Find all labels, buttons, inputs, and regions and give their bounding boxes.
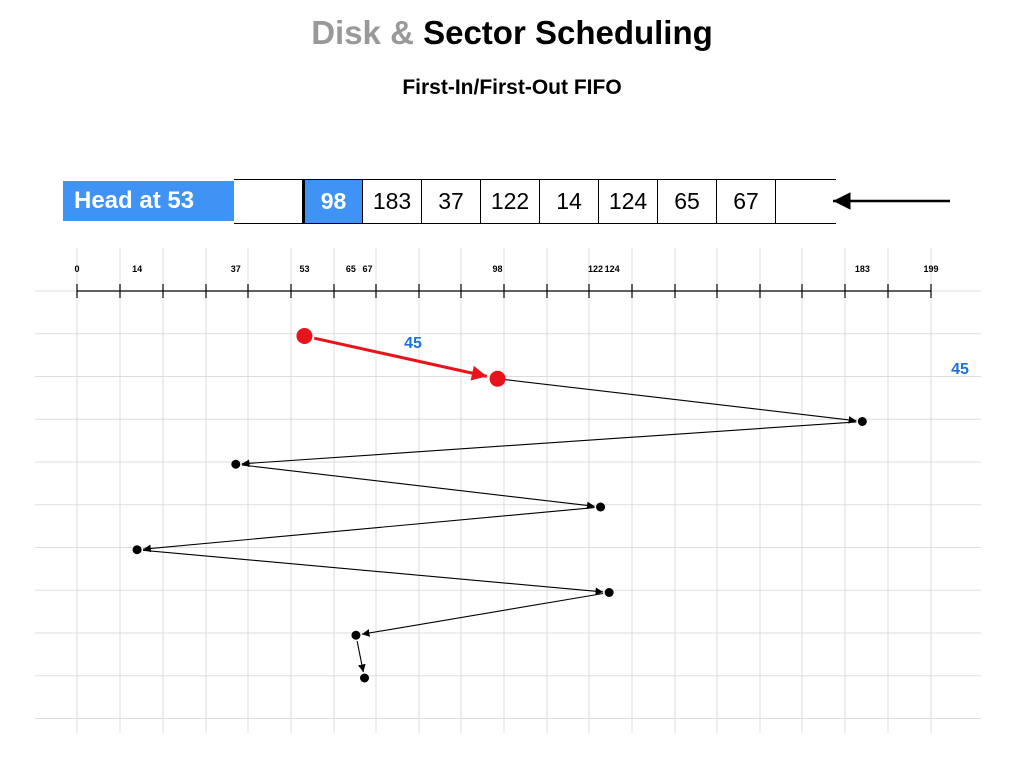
cylinder-axis [76, 284, 932, 298]
move-arrow [356, 641, 366, 673]
queue-item: 67 [717, 180, 776, 223]
request-point [596, 502, 606, 512]
queue-item-current: 98 [303, 180, 363, 223]
request-point [351, 630, 361, 640]
queue-empty-slot [234, 180, 303, 223]
queue-item: 14 [540, 180, 599, 223]
request-point [132, 545, 142, 555]
page-subtitle: First-In/First-Out FIFO [402, 76, 622, 99]
axis-tick-label: 53 [299, 264, 309, 274]
queue-item: 124 [599, 180, 658, 223]
request-point [857, 417, 867, 426]
move-arrow [241, 421, 857, 468]
queue-item: 183 [363, 180, 422, 223]
title-part-scheduling: Sector Scheduling [423, 14, 713, 51]
move-arrow [143, 507, 595, 553]
cylinder-axis-labels: 0 14 37 53 65 67 98 122 124 183 199 [74, 264, 938, 274]
current-move-arrow [313, 336, 488, 381]
axis-tick-label: 199 [923, 264, 938, 274]
request-point [231, 459, 241, 469]
request-point [360, 673, 370, 683]
move-arrow [503, 378, 857, 424]
title-part-disk: Disk & [311, 14, 424, 51]
axis-tick-label: 65 [346, 264, 356, 274]
request-points [132, 328, 867, 683]
axis-tick-label: 14 [132, 264, 142, 274]
head-point-current [489, 370, 506, 387]
queue-item: 37 [422, 180, 481, 223]
queue-item: 122 [481, 180, 540, 223]
axis-tick-label: 183 [855, 264, 870, 274]
queue-item: 65 [658, 180, 717, 223]
axis-tick-label: 37 [231, 264, 241, 274]
step-distance-label: 45 [404, 335, 422, 352]
total-distance-label: 45 [951, 361, 969, 378]
head-position-label: Head at 53 [63, 181, 234, 221]
head-path [143, 336, 857, 673]
grid-lines [35, 248, 981, 733]
move-arrow [241, 464, 595, 510]
move-arrow [361, 592, 604, 637]
page-title: Disk & Sector Scheduling [0, 14, 1024, 52]
axis-tick-label: 0 [74, 264, 79, 274]
axis-tick-label: 67 [363, 264, 373, 274]
axis-tick-label: 124 [605, 264, 620, 274]
move-arrow [143, 549, 604, 596]
axis-tick-label: 98 [493, 264, 503, 274]
head-point-current [296, 328, 313, 344]
axis-tick-label: 122 [588, 264, 603, 274]
request-point [604, 588, 614, 597]
request-queue: 98 183 37 122 14 124 65 67 [234, 179, 836, 224]
